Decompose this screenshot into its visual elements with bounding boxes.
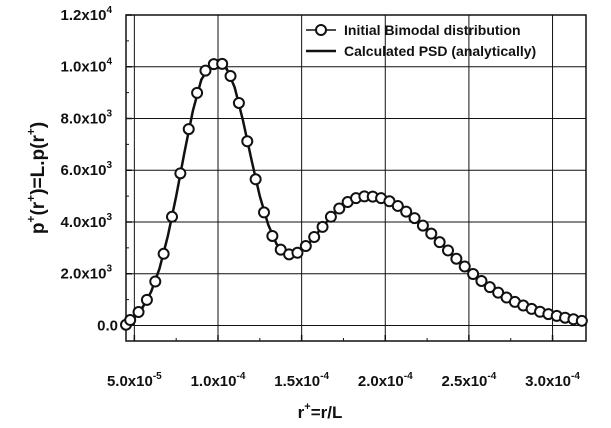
data-point-initial-bimodal xyxy=(191,86,204,99)
data-point-initial-bimodal xyxy=(333,202,346,215)
data-point-initial-bimodal xyxy=(232,96,245,109)
data-point-initial-bimodal xyxy=(241,135,254,148)
data-point-initial-bimodal xyxy=(249,173,262,186)
data-point-initial-bimodal xyxy=(483,281,496,294)
y-tick-label: 2.0x103 xyxy=(61,264,113,283)
grid-lines xyxy=(126,15,586,341)
x-tick-labels: 5.0x10-5 1.0x10-4 1.5x10-4 2.0x10-4 2.5x10-4… xyxy=(107,371,580,390)
legend-label-line: Calculated PSD (analytically) xyxy=(344,43,536,59)
data-point-initial-bimodal xyxy=(433,236,446,249)
plot-frame xyxy=(125,14,587,342)
series-layer xyxy=(120,57,588,331)
y-tick-label: 8.0x103 xyxy=(61,108,113,127)
data-point-initial-bimodal xyxy=(575,314,588,327)
data-point-initial-bimodal xyxy=(408,212,421,225)
data-point-initial-bimodal xyxy=(224,70,237,83)
data-point-initial-bimodal xyxy=(258,206,270,219)
legend-marker-circle xyxy=(315,24,327,36)
y-tick-label: 1.0x104 xyxy=(61,57,113,76)
data-point-initial-bimodal xyxy=(400,205,413,218)
data-point-initial-bimodal xyxy=(140,293,153,306)
tick-marks xyxy=(126,14,554,341)
x-tick-label: 5.0x10-5 xyxy=(107,371,162,390)
data-point-initial-bimodal xyxy=(324,210,337,223)
x-tick-label: 2.0x10-4 xyxy=(358,371,413,390)
data-point-initial-bimodal xyxy=(450,252,463,265)
data-point-initial-bimodal xyxy=(157,247,170,260)
y-tick-label: 6.0x103 xyxy=(61,160,113,179)
data-point-initial-bimodal xyxy=(467,267,480,280)
data-point-initial-bimodal xyxy=(458,260,471,273)
data-point-initial-bimodal xyxy=(216,57,229,70)
legend: Initial Bimodal distribution Calculated … xyxy=(306,22,536,59)
y-axis-title: p+(r+)=L.p(r+) xyxy=(24,122,49,234)
data-point-initial-bimodal xyxy=(442,244,454,257)
x-tick-label: 3.0x10-4 xyxy=(525,371,580,390)
x-tick-label: 1.5x10-4 xyxy=(274,371,329,390)
data-point-initial-bimodal xyxy=(124,314,137,327)
y-tick-label: 1.2x104 xyxy=(61,5,113,24)
data-point-initial-bimodal xyxy=(182,123,195,136)
x-tick-label: 2.5x10-4 xyxy=(442,371,497,390)
y-tick-label: 0.0 xyxy=(97,317,118,334)
data-point-initial-bimodal xyxy=(425,227,438,240)
data-point-initial-bimodal xyxy=(299,240,312,253)
data-point-initial-bimodal xyxy=(199,64,212,77)
data-point-initial-bimodal xyxy=(132,306,145,319)
data-point-initial-bimodal xyxy=(308,230,321,243)
data-point-initial-bimodal xyxy=(291,246,304,259)
data-point-initial-bimodal xyxy=(475,274,488,287)
data-point-initial-bimodal xyxy=(174,167,187,180)
data-point-initial-bimodal xyxy=(391,199,404,212)
data-point-initial-bimodal xyxy=(316,220,329,233)
data-point-initial-bimodal xyxy=(166,210,178,223)
x-axis-title: r+=r/L xyxy=(298,401,343,422)
x-tick-label: 1.0x10-4 xyxy=(191,371,246,390)
legend-label-markers: Initial Bimodal distribution xyxy=(344,22,521,38)
data-point-initial-bimodal xyxy=(416,219,429,232)
data-point-initial-bimodal xyxy=(266,229,279,242)
y-tick-label: 4.0x103 xyxy=(61,212,113,231)
data-point-initial-bimodal xyxy=(149,275,162,288)
y-tick-labels: 0.0 2.0x103 4.0x103 6.0x103 8.0x103 1.0x104 1.… xyxy=(61,5,118,334)
